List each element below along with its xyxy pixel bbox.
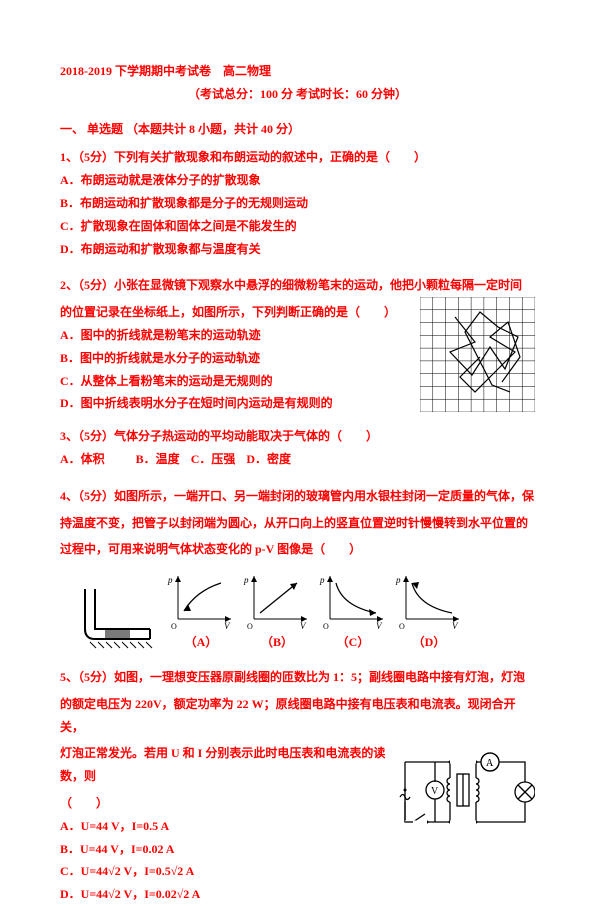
svg-text:V: V	[376, 621, 383, 631]
q2-figure	[420, 297, 535, 412]
q3-options: A．体积 B．温度 C．压强 D．密度	[60, 448, 535, 471]
q5-row-2: C．U=44√2 V，I=0.5√2 A D．U=44√2 V，I=0.02√2…	[60, 860, 395, 906]
q3-stem: 3、（5分）气体分子热运动的平均动能取决于气体的（ ）	[60, 425, 535, 448]
exam-title-1: 2018-2019 下学期期中考试卷 高二物理	[60, 60, 535, 83]
q3-opt-a: A．体积	[60, 448, 105, 471]
q3-opt-b: B．温度	[136, 448, 180, 471]
q4-label-c: （C）	[318, 631, 388, 654]
q1-opt-d: D．布朗运动和扩散现象都与温度有关	[60, 238, 535, 261]
svg-text:A: A	[486, 758, 494, 769]
q5-stem-1: 5、（5分）如图，一理想变压器原副线圈的匝数比为 1：5；副线圈电路中接有灯泡，…	[60, 666, 535, 689]
svg-text:V: V	[452, 621, 459, 631]
q4-stem-3: 过程中，可用来说明气体状态变化的 p-V 图像是（ ）	[60, 538, 535, 561]
q4-graph-b: p V O（B）	[242, 571, 312, 654]
q4-graph-d: p V O（D）	[394, 571, 464, 654]
q4-stem-1: 4、（5分）如图所示，一端开口、另一端封闭的玻璃管内用水银柱封闭一定质量的气体，…	[60, 485, 535, 508]
q4-tube-figure	[70, 584, 160, 654]
q5-opt-d: D．U=44√2 V，I=0.02√2 A	[60, 883, 200, 906]
q5-opt-a: A．U=44 V，I=0.5 A	[60, 815, 230, 838]
q4-label-a: （A）	[166, 631, 236, 654]
exam-title-2: （考试总分：100 分 考试时长：60 分钟）	[60, 83, 535, 106]
q4-graph-c: p V O（C）	[318, 571, 388, 654]
q4-graph-a: p V O（A）	[166, 571, 236, 654]
q3-opt-d: D．密度	[246, 448, 291, 471]
svg-text:V: V	[431, 786, 439, 797]
q2-stem-1: 2、（5分）小张在显微镜下观察水中悬浮的细微粉笔末的运动，他把小颗粒每隔一定时间	[60, 274, 535, 297]
q1-opt-c: C．扩散现象在固体和固体之间是不能发生的	[60, 215, 535, 238]
svg-text:O: O	[399, 622, 405, 631]
svg-text:p: p	[243, 575, 249, 585]
q5-opt-b: B．U=44 V，I=0.02 A	[60, 838, 174, 861]
svg-text:V: V	[224, 621, 231, 631]
q3-opt-c: C．压强	[191, 448, 236, 471]
svg-text:O: O	[323, 622, 329, 631]
q4-label-b: （B）	[242, 631, 312, 654]
q4-graph-row: pVO（A） pVO（B） pVO（C） pVO（D）	[60, 571, 535, 654]
q1-opt-a: A．布朗运动就是液体分子的扩散现象	[60, 169, 535, 192]
q5-figure: AAV	[395, 742, 535, 837]
svg-text:p: p	[395, 575, 401, 585]
svg-text:O: O	[171, 622, 177, 631]
q4-stem-2: 持温度不变，把管子以封闭端为圆心，从开口向上的竖直位置逆时针慢慢转到水平位置的	[60, 512, 535, 535]
q5-opt-c: C．U=44√2 V，I=0.5√2 A	[60, 860, 230, 883]
q5-row-1: A．U=44 V，I=0.5 A B．U=44 V，I=0.02 A	[60, 815, 395, 861]
q4-label-d: （D）	[394, 631, 464, 654]
section-heading: 一、 单选题 （本题共计 8 小题，共计 40 分）	[60, 118, 535, 141]
svg-text:O: O	[247, 622, 253, 631]
q5-stem-2: 的额定电压为 220V，额定功率为 22 W；原线圈电路中接有电压表和电流表。现…	[60, 693, 535, 739]
svg-text:p: p	[167, 575, 173, 585]
q5-stem-4: （ ）	[60, 792, 395, 815]
q5-stem-3: 灯泡正常发光。若用 U 和 I 分别表示此时电压表和电流表的读数，则	[60, 742, 395, 788]
q1-opt-b: B．布朗运动和扩散现象都是分子的无规则运动	[60, 192, 535, 215]
q1-stem: 1、（5分）下列有关扩散现象和布朗运动的叙述中，正确的是（ ）	[60, 146, 535, 169]
svg-text:V: V	[300, 621, 307, 631]
svg-text:p: p	[319, 575, 325, 585]
